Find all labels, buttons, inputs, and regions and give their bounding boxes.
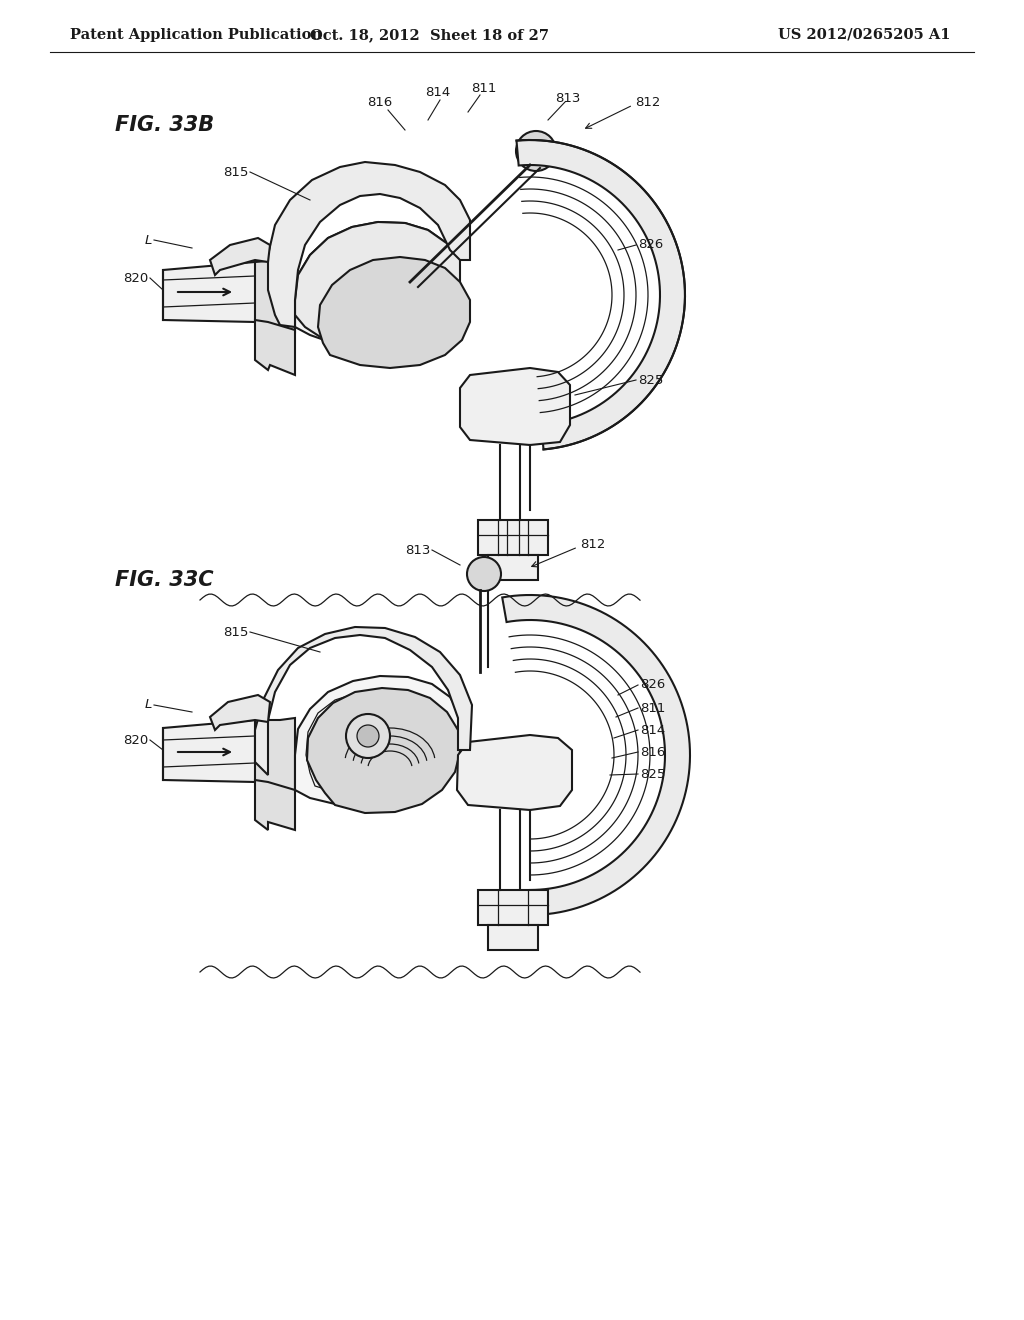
Text: 812: 812 (580, 539, 605, 552)
Text: 820: 820 (123, 272, 148, 285)
Circle shape (359, 267, 381, 289)
Text: 814: 814 (425, 86, 451, 99)
Polygon shape (255, 780, 295, 830)
Circle shape (516, 131, 556, 172)
Text: 816: 816 (368, 95, 392, 108)
Polygon shape (502, 595, 690, 915)
Text: US 2012/0265205 A1: US 2012/0265205 A1 (777, 28, 950, 42)
Text: 825: 825 (640, 767, 666, 780)
Polygon shape (210, 238, 270, 275)
Text: 814: 814 (640, 723, 666, 737)
Polygon shape (255, 319, 295, 375)
Polygon shape (163, 719, 268, 781)
Text: 811: 811 (640, 701, 666, 714)
Text: 815: 815 (222, 626, 248, 639)
Polygon shape (255, 627, 472, 775)
Polygon shape (268, 162, 470, 327)
Text: L: L (144, 234, 152, 247)
Polygon shape (488, 925, 538, 950)
Circle shape (467, 557, 501, 591)
Circle shape (348, 256, 392, 300)
Polygon shape (210, 696, 270, 730)
Polygon shape (325, 263, 450, 348)
Polygon shape (516, 140, 685, 449)
Polygon shape (457, 735, 572, 810)
Polygon shape (255, 718, 295, 792)
Text: L: L (144, 698, 152, 711)
Text: Patent Application Publication: Patent Application Publication (70, 28, 322, 42)
Polygon shape (255, 257, 295, 333)
Polygon shape (295, 676, 463, 807)
Text: 826: 826 (638, 239, 664, 252)
Text: 820: 820 (123, 734, 148, 747)
Text: 812: 812 (635, 95, 660, 108)
Text: Oct. 18, 2012  Sheet 18 of 27: Oct. 18, 2012 Sheet 18 of 27 (310, 28, 550, 42)
Polygon shape (318, 257, 470, 368)
Text: 815: 815 (222, 165, 248, 178)
Text: 813: 813 (555, 91, 581, 104)
Text: 813: 813 (404, 544, 430, 557)
Polygon shape (163, 261, 268, 322)
Text: FIG. 33C: FIG. 33C (115, 570, 214, 590)
Circle shape (346, 714, 390, 758)
Polygon shape (460, 368, 570, 445)
Text: 816: 816 (640, 746, 666, 759)
Polygon shape (478, 890, 548, 925)
Text: 811: 811 (471, 82, 497, 95)
Text: 826: 826 (640, 678, 666, 692)
Polygon shape (295, 222, 458, 345)
Polygon shape (488, 554, 538, 579)
Circle shape (357, 725, 379, 747)
Polygon shape (307, 688, 460, 813)
Polygon shape (295, 222, 460, 362)
Text: 825: 825 (638, 374, 664, 387)
Text: FIG. 33B: FIG. 33B (115, 115, 214, 135)
Polygon shape (478, 520, 548, 554)
